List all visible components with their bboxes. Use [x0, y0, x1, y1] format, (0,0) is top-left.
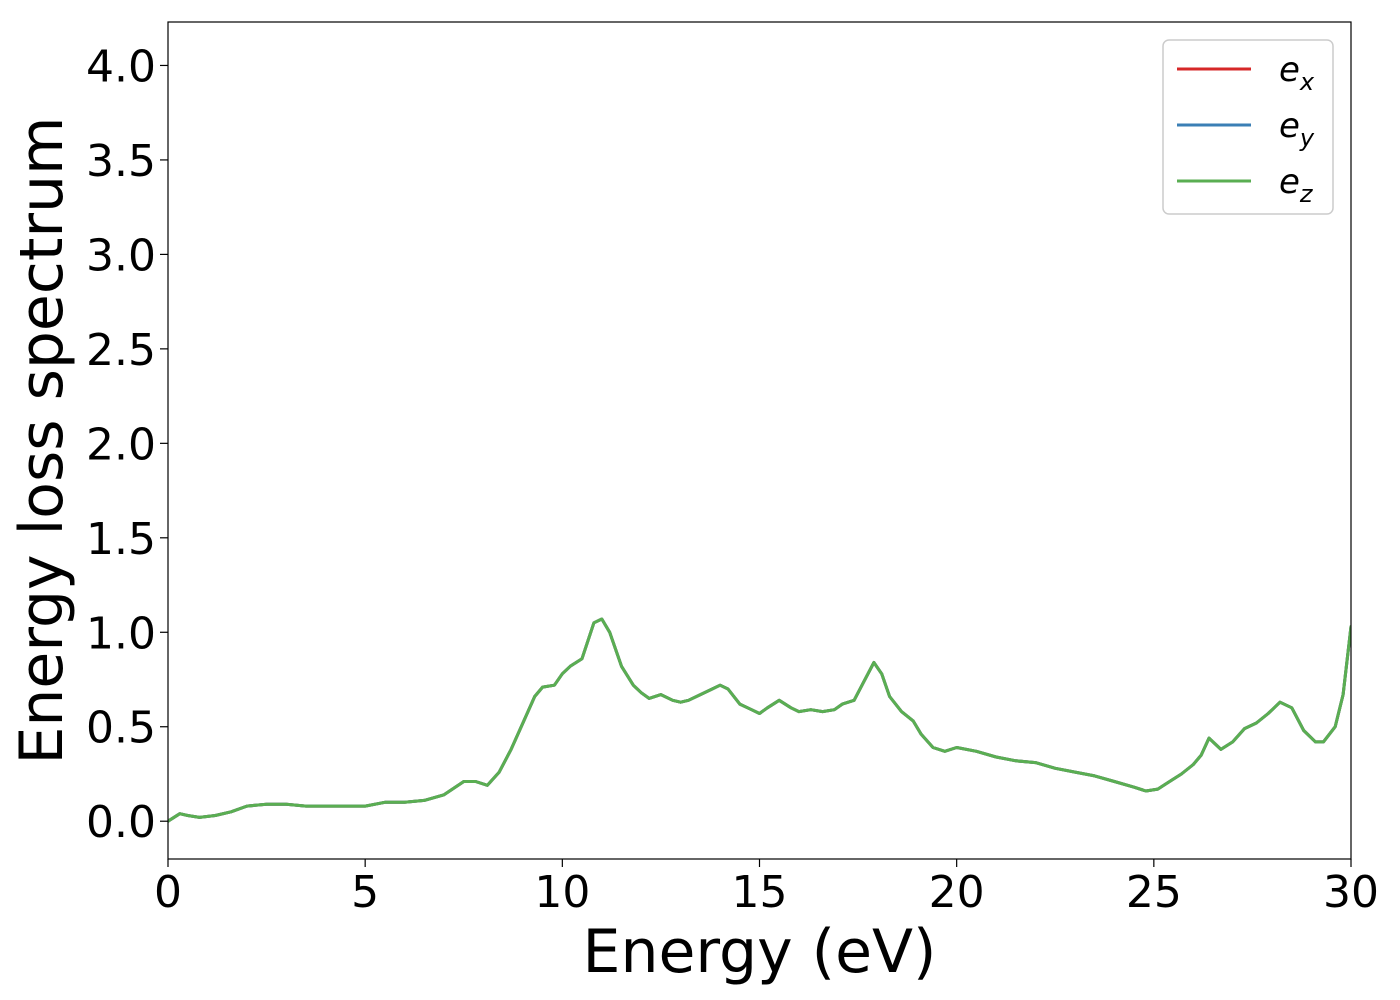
y-tick-label: 0.5: [86, 703, 156, 754]
legend-entry-ex: ex: [1177, 50, 1315, 96]
series-layer: [168, 617, 1351, 823]
x-tick-label: 30: [1323, 867, 1379, 918]
x-tick-label: 5: [351, 867, 379, 918]
y-axis-label: Energy loss spectrum: [7, 116, 77, 764]
legend-entry-ey: ey: [1177, 106, 1315, 152]
legend-entry-ez: ez: [1177, 162, 1314, 208]
y-tick-label: 1.0: [86, 608, 156, 659]
x-tick-label: 25: [1126, 867, 1182, 918]
legend-box: [1162, 39, 1334, 215]
y-tick-label: 2.0: [86, 419, 156, 470]
series-line-ez: [168, 617, 1351, 823]
y-tick-label: 4.0: [86, 41, 156, 92]
legend: ex ey ez: [1162, 39, 1334, 215]
x-tick-label: 10: [534, 867, 590, 918]
x-tick-label: 0: [154, 867, 182, 918]
x-tick-label: 20: [929, 867, 985, 918]
plot-area: [168, 22, 1351, 859]
legend-label: ez: [1279, 162, 1314, 208]
y-tick-label: 1.5: [86, 514, 156, 565]
y-tick-label: 0.0: [86, 797, 156, 848]
y-tick-label: 2.5: [86, 325, 156, 376]
legend-label: ey: [1279, 106, 1315, 152]
x-axis: 0 5 10 15 20 25 30: [154, 859, 1379, 918]
y-tick-label: 3.5: [86, 136, 156, 187]
x-axis-label: Energy (eV): [583, 917, 937, 987]
legend-label: ex: [1279, 50, 1315, 96]
y-axis: 0.0 0.5 1.0 1.5 2.0 2.5 3.0 3.5 4.0: [86, 41, 168, 848]
y-tick-label: 3.0: [86, 230, 156, 281]
x-tick-label: 15: [732, 867, 788, 918]
